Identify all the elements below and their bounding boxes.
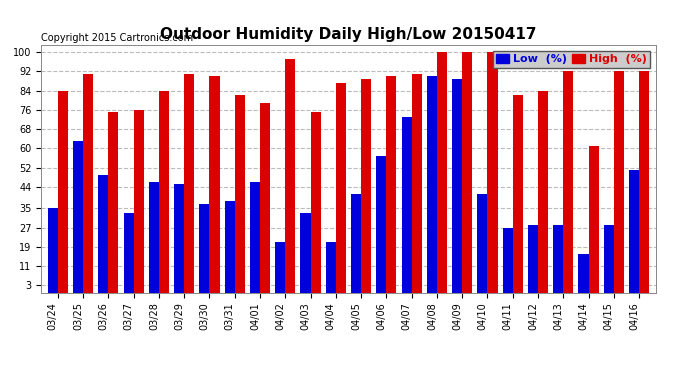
Bar [361,79,371,292]
Bar [48,209,58,292]
Bar [437,52,447,292]
Bar [210,76,219,292]
Text: Copyright 2015 Cartronics.com: Copyright 2015 Cartronics.com [41,33,193,42]
Bar [174,184,184,292]
Bar [235,96,245,292]
Bar [199,204,210,292]
Bar [462,52,472,292]
Bar [553,225,563,292]
Bar [134,110,144,292]
Bar [477,194,487,292]
Legend: Low  (%), High  (%): Low (%), High (%) [493,51,650,68]
Bar [487,52,497,292]
Bar [310,112,321,292]
Bar [159,91,169,292]
Bar [225,201,235,292]
Bar [604,225,614,292]
Bar [502,228,513,292]
Bar [275,242,285,292]
Bar [149,182,159,292]
Bar [124,213,134,292]
Bar [300,213,310,292]
Bar [563,71,573,292]
Bar [412,74,422,292]
Bar [326,242,336,292]
Bar [528,225,538,292]
Bar [73,141,83,292]
Bar [513,96,523,292]
Bar [386,76,397,292]
Bar [452,79,462,292]
Bar [260,103,270,292]
Bar [614,71,624,292]
Bar [427,76,437,292]
Bar [285,59,295,292]
Bar [108,112,119,292]
Bar [376,156,386,292]
Bar [589,146,599,292]
Bar [58,91,68,292]
Bar [98,175,108,292]
Bar [250,182,260,292]
Bar [351,194,361,292]
Bar [336,84,346,292]
Bar [639,71,649,292]
Title: Outdoor Humidity Daily High/Low 20150417: Outdoor Humidity Daily High/Low 20150417 [160,27,537,42]
Bar [83,74,93,292]
Bar [629,170,639,292]
Bar [578,254,589,292]
Bar [538,91,548,292]
Bar [184,74,195,292]
Bar [402,117,412,292]
